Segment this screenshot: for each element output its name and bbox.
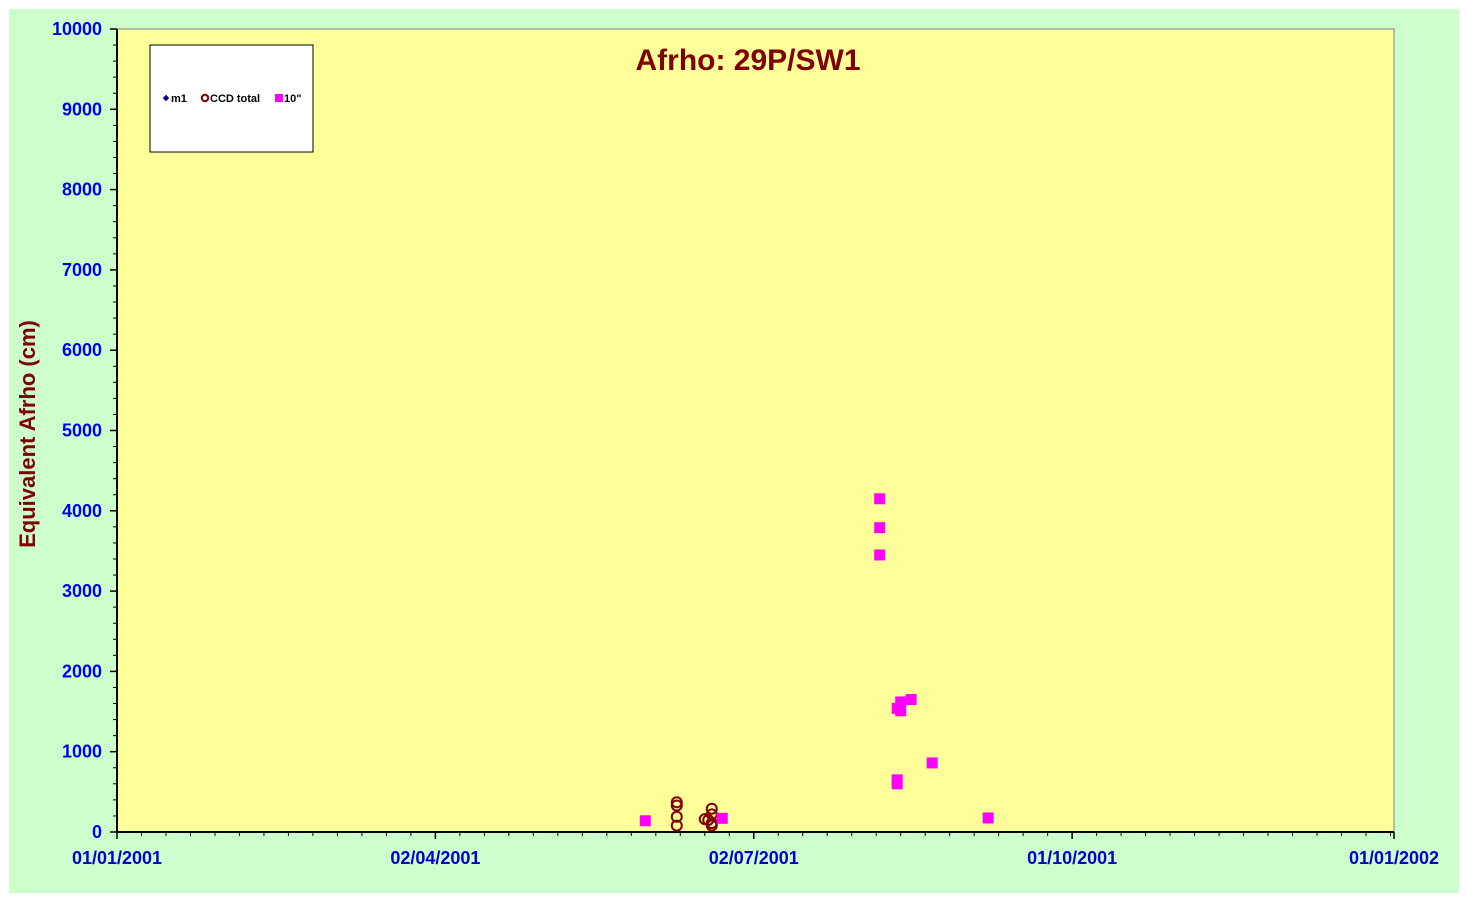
data-point-open-circle — [670, 810, 683, 823]
y-tick-label: 4000 — [62, 501, 102, 521]
data-point-square — [895, 696, 907, 708]
data-point-square — [716, 812, 728, 824]
y-tick-label: 10000 — [52, 19, 102, 39]
x-tick-label: 01/01/2001 — [72, 848, 162, 868]
data-point-square — [895, 705, 907, 717]
legend-marker — [200, 93, 210, 103]
x-tick-label: 02/07/2001 — [709, 848, 799, 868]
chart-title: Afrho: 29P/SW1 — [635, 44, 860, 77]
y-tick-label: 2000 — [62, 661, 102, 681]
data-point-square — [982, 812, 994, 824]
y-tick-label: 3000 — [62, 581, 102, 601]
chart-svg: 0 1000 2000 3000 4000 5000 6000 7000 8000 9000 100… — [15, 19, 1439, 868]
legend-label: 10" — [284, 93, 301, 105]
y-axis-ticks: 0 1000 2000 3000 4000 5000 6000 7000 8000 9000 100… — [52, 19, 117, 842]
legend-label: m1 — [171, 93, 187, 105]
plot-area — [116, 28, 1395, 833]
y-tick-label: 7000 — [62, 260, 102, 280]
y-tick-label: 1000 — [62, 742, 102, 762]
legend-box — [149, 44, 314, 153]
data-point-square — [905, 694, 917, 706]
data-point-square — [891, 778, 903, 790]
legend-marker — [162, 94, 170, 102]
chart-frame: 0 1000 2000 3000 4000 5000 6000 7000 8000 9000 100… — [9, 9, 1459, 893]
data-point-open-circle — [705, 819, 718, 832]
data-point-open-circle — [705, 802, 718, 815]
legend-marker — [275, 94, 283, 102]
x-tick-label: 02/04/2001 — [390, 848, 480, 868]
y-axis-label: Equivalent Afrho (cm) — [15, 320, 40, 548]
data-point-square — [639, 815, 651, 827]
y-tick-label: 0 — [92, 822, 102, 842]
data-point-square — [874, 549, 886, 561]
y-tick-label: 8000 — [62, 180, 102, 200]
x-tick-label: 01/01/2002 — [1349, 848, 1439, 868]
data-point-open-circle — [670, 819, 683, 832]
x-tick-label: 01/10/2001 — [1027, 848, 1117, 868]
data-points — [639, 493, 994, 832]
data-point-square — [874, 522, 886, 534]
y-tick-label: 9000 — [62, 99, 102, 119]
data-point-square — [926, 757, 938, 769]
y-tick-label: 5000 — [62, 421, 102, 441]
y-tick-label: 6000 — [62, 340, 102, 360]
x-axis-ticks: 01/01/2001 02/04/2001 02/07/2001 01/10/2001… — [72, 832, 1439, 868]
legend: m1 CCD total 10" — [149, 44, 314, 153]
legend-label: CCD total — [210, 93, 260, 105]
data-point-open-circle — [670, 799, 683, 812]
data-point-square — [874, 493, 886, 505]
